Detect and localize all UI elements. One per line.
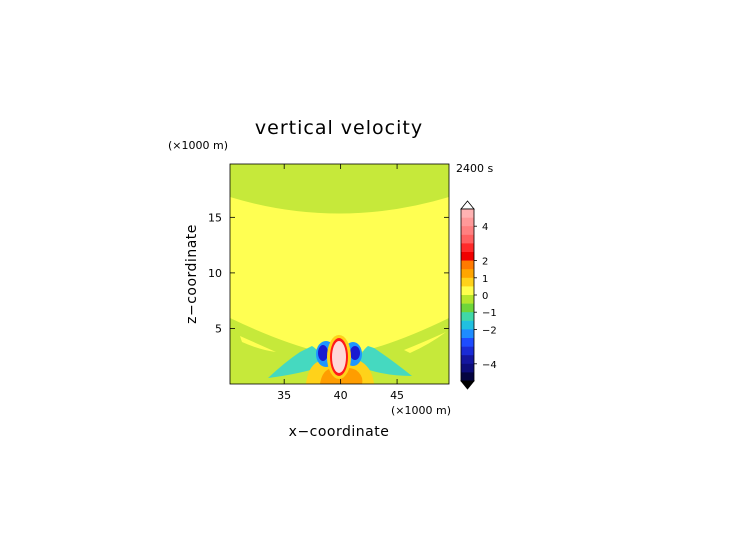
right-wing-weak <box>358 346 412 376</box>
colorbar-tick-label: −2 <box>482 325 497 336</box>
colorbar-level <box>461 226 474 236</box>
right-downdraft-strong <box>350 346 360 360</box>
colorbar: 4 2 1 0 −1 −2 −4 <box>460 200 497 390</box>
colorbar-level <box>461 243 474 253</box>
colorbar-level <box>461 217 474 227</box>
colorbar-level <box>461 320 474 330</box>
colorbar-top-arrow <box>460 200 475 210</box>
colorbar-level <box>461 286 474 296</box>
colorbar-level <box>461 363 474 373</box>
colorbar-tick-label: 0 <box>482 291 488 302</box>
x-unit-label: (×1000 m) <box>391 404 451 417</box>
y-tick-label: 10 <box>208 267 222 280</box>
y-tick-label: 5 <box>215 322 222 335</box>
colorbar-level <box>461 338 474 347</box>
x-axis-label: x−coordinate <box>289 424 390 440</box>
colorbar-level <box>461 277 474 287</box>
chart-title: vertical velocity <box>255 117 423 139</box>
left-streak <box>240 336 276 352</box>
updraft-core <box>332 341 346 373</box>
colorbar-tick-label: −4 <box>482 360 497 371</box>
colorbar-tick-label: 1 <box>482 274 488 285</box>
y-tick-label: 15 <box>208 211 222 224</box>
y-unit-label: (×1000 m) <box>168 139 228 152</box>
colorbar-bottom-arrow <box>460 380 475 390</box>
colorbar-tick-label: −1 <box>482 308 497 319</box>
x-tick-label: 45 <box>390 389 404 402</box>
x-tick-label: 35 <box>277 389 291 402</box>
colorbar-level <box>461 346 474 356</box>
colorbar-tick-label: 2 <box>482 257 488 268</box>
colorbar-level <box>461 252 474 261</box>
right-streak <box>404 332 446 353</box>
colorbar-level <box>461 269 474 279</box>
colorbar-level <box>461 234 474 244</box>
colorbar-level <box>461 260 474 270</box>
zero-band <box>230 197 449 352</box>
colorbar-level <box>461 209 474 218</box>
colorbar-level <box>461 295 474 304</box>
plot-frame <box>229 163 450 385</box>
colorbar-level <box>461 312 474 322</box>
time-label: 2400 s <box>456 162 493 175</box>
left-downdraft-strong <box>318 345 328 361</box>
colorbar-level <box>461 372 474 382</box>
axis-ticks: 35 40 45 5 10 15 <box>208 164 449 402</box>
contour-field <box>230 164 449 384</box>
x-tick-label: 40 <box>334 389 348 402</box>
colorbar-level <box>461 355 474 365</box>
colorbar-tick-label: 4 <box>482 222 488 233</box>
colorbar-level <box>461 303 474 313</box>
colorbar-level <box>461 329 474 339</box>
y-axis-label: z−coordinate <box>184 224 200 324</box>
